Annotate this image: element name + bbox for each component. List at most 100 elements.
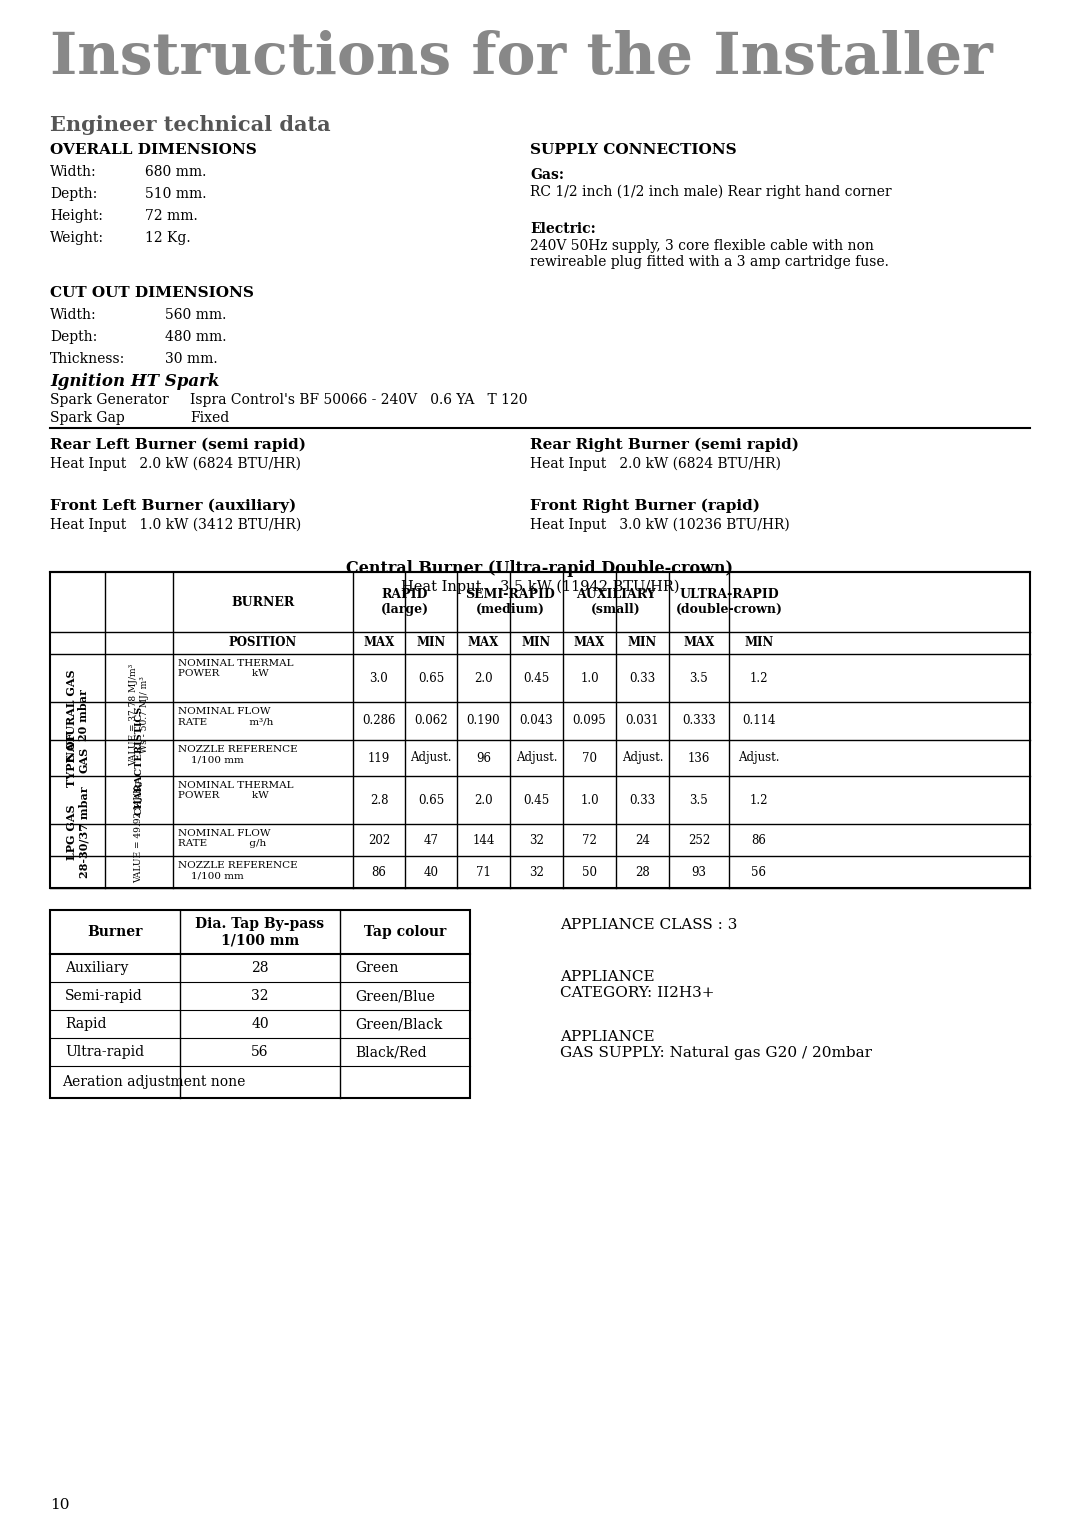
- Text: Green/Blue: Green/Blue: [355, 989, 435, 1002]
- Text: Heat Input   2.0 kW (6824 BTU/HR): Heat Input 2.0 kW (6824 BTU/HR): [50, 457, 301, 472]
- Text: Spark Generator: Spark Generator: [50, 393, 168, 406]
- Text: MAX: MAX: [684, 637, 715, 649]
- Text: Ignition HT Spark: Ignition HT Spark: [50, 373, 219, 390]
- Text: 3.0: 3.0: [369, 671, 389, 685]
- Text: 0.33: 0.33: [630, 671, 656, 685]
- Text: Green: Green: [355, 961, 399, 975]
- Text: Tap colour: Tap colour: [364, 924, 446, 940]
- Text: 2.8: 2.8: [369, 793, 388, 807]
- Text: Central Burner (Ultra-rapid Double-crown): Central Burner (Ultra-rapid Double-crown…: [347, 559, 733, 578]
- Text: POSITION: POSITION: [229, 637, 297, 649]
- Text: 252: 252: [688, 833, 711, 847]
- Text: 47: 47: [423, 833, 438, 847]
- Text: Thickness:: Thickness:: [50, 351, 125, 367]
- Text: Engineer technical data: Engineer technical data: [50, 115, 330, 134]
- Text: VALUE = 49.92 MJ/Kg: VALUE = 49.92 MJ/Kg: [135, 781, 144, 883]
- Text: Heat Input   2.0 kW (6824 BTU/HR): Heat Input 2.0 kW (6824 BTU/HR): [530, 457, 781, 472]
- Text: Weight:: Weight:: [50, 231, 104, 244]
- Text: Adjust.: Adjust.: [622, 752, 663, 764]
- Text: 0.062: 0.062: [415, 715, 448, 727]
- Text: Aeration adjustment none: Aeration adjustment none: [62, 1076, 245, 1089]
- Text: Dia. Tap By-pass
1/100 mm: Dia. Tap By-pass 1/100 mm: [195, 917, 325, 947]
- Text: 0.095: 0.095: [572, 715, 606, 727]
- Text: 56: 56: [252, 1045, 269, 1059]
- Text: 0.45: 0.45: [524, 793, 550, 807]
- Text: 144: 144: [472, 833, 495, 847]
- Text: 12 Kg.: 12 Kg.: [145, 231, 191, 244]
- Text: Depth:: Depth:: [50, 186, 97, 202]
- Text: VALUE = 37.78 MJ/m³
Ws - 50.7 MJ/ m³: VALUE = 37.78 MJ/m³ Ws - 50.7 MJ/ m³: [130, 663, 149, 766]
- Text: APPLIANCE CLASS : 3: APPLIANCE CLASS : 3: [561, 918, 738, 932]
- Text: 119: 119: [368, 752, 390, 764]
- Text: NOMINAL THERMAL
POWER          kW: NOMINAL THERMAL POWER kW: [178, 659, 294, 678]
- Text: 0.65: 0.65: [418, 793, 444, 807]
- Text: 202: 202: [368, 833, 390, 847]
- Text: NOZZLE REFERENCE
    1/100 mm: NOZZLE REFERENCE 1/100 mm: [178, 746, 298, 764]
- Text: Semi-rapid: Semi-rapid: [65, 989, 143, 1002]
- Text: TYPE OF
GAS: TYPE OF GAS: [66, 733, 90, 787]
- Text: Black/Red: Black/Red: [355, 1045, 427, 1059]
- Text: Rear Right Burner (semi rapid): Rear Right Burner (semi rapid): [530, 439, 799, 452]
- Text: 680 mm.: 680 mm.: [145, 165, 206, 179]
- Text: Electric:: Electric:: [530, 222, 596, 235]
- Text: 0.333: 0.333: [683, 715, 716, 727]
- Text: 0.65: 0.65: [418, 671, 444, 685]
- Text: 510 mm.: 510 mm.: [145, 186, 206, 202]
- Text: MIN: MIN: [417, 637, 446, 649]
- Text: 2.0: 2.0: [474, 793, 492, 807]
- Text: Auxiliary: Auxiliary: [65, 961, 129, 975]
- Text: 0.33: 0.33: [630, 793, 656, 807]
- Text: 72 mm.: 72 mm.: [145, 209, 198, 223]
- Text: Ispra Control's BF 50066 - 240V   0.6 YA   T 120: Ispra Control's BF 50066 - 240V 0.6 YA T…: [190, 393, 527, 406]
- Text: Fixed: Fixed: [190, 411, 229, 425]
- Text: 0.043: 0.043: [519, 715, 553, 727]
- Text: Adjust.: Adjust.: [410, 752, 451, 764]
- Text: 86: 86: [372, 865, 387, 879]
- Text: Height:: Height:: [50, 209, 103, 223]
- Text: 28: 28: [252, 961, 269, 975]
- Text: 24: 24: [635, 833, 650, 847]
- Text: CHARACTERISTICS: CHARACTERISTICS: [135, 706, 144, 814]
- Text: 40: 40: [423, 865, 438, 879]
- Text: 0.031: 0.031: [625, 715, 659, 727]
- Text: 3.5: 3.5: [690, 793, 708, 807]
- Text: 0.190: 0.190: [467, 715, 500, 727]
- Text: 2.0: 2.0: [474, 671, 492, 685]
- Text: 0.45: 0.45: [524, 671, 550, 685]
- Text: MAX: MAX: [573, 637, 605, 649]
- Text: Adjust.: Adjust.: [516, 752, 557, 764]
- Text: MIN: MIN: [744, 637, 773, 649]
- Text: Front Left Burner (auxiliary): Front Left Burner (auxiliary): [50, 500, 296, 513]
- Text: Rapid: Rapid: [65, 1018, 107, 1031]
- Text: 32: 32: [529, 865, 544, 879]
- Text: Ultra-rapid: Ultra-rapid: [65, 1045, 144, 1059]
- Text: RC 1/2 inch (1/2 inch male) Rear right hand corner: RC 1/2 inch (1/2 inch male) Rear right h…: [530, 185, 892, 199]
- Text: APPLIANCE
GAS SUPPLY: Natural gas G20 / 20mbar: APPLIANCE GAS SUPPLY: Natural gas G20 / …: [561, 1030, 872, 1060]
- Text: 86: 86: [752, 833, 767, 847]
- Text: LPG GAS
28-30/37 mbar: LPG GAS 28-30/37 mbar: [66, 787, 90, 877]
- Text: 3.5: 3.5: [690, 671, 708, 685]
- Text: 28: 28: [635, 865, 650, 879]
- Text: SUPPLY CONNECTIONS: SUPPLY CONNECTIONS: [530, 144, 737, 157]
- Text: APPLIANCE
CATEGORY: II2H3+: APPLIANCE CATEGORY: II2H3+: [561, 970, 715, 1001]
- Text: NATURAL GAS
20 mbar: NATURAL GAS 20 mbar: [66, 669, 90, 761]
- Text: AUXILIARY
(small): AUXILIARY (small): [576, 588, 656, 616]
- Text: Green/Black: Green/Black: [355, 1018, 443, 1031]
- Text: 480 mm.: 480 mm.: [165, 330, 227, 344]
- Text: RAPID
(large): RAPID (large): [381, 588, 429, 616]
- Text: OVERALL DIMENSIONS: OVERALL DIMENSIONS: [50, 144, 257, 157]
- Text: NOZZLE REFERENCE
    1/100 mm: NOZZLE REFERENCE 1/100 mm: [178, 860, 298, 880]
- Text: 32: 32: [252, 989, 269, 1002]
- Text: 56: 56: [752, 865, 767, 879]
- Text: 50: 50: [582, 865, 597, 879]
- Text: Spark Gap: Spark Gap: [50, 411, 125, 425]
- Text: 1.2: 1.2: [750, 671, 768, 685]
- Text: 136: 136: [688, 752, 711, 764]
- Text: MIN: MIN: [522, 637, 551, 649]
- Text: NOMINAL THERMAL
POWER          kW: NOMINAL THERMAL POWER kW: [178, 781, 294, 801]
- Text: CUT OUT DIMENSIONS: CUT OUT DIMENSIONS: [50, 286, 254, 299]
- Text: 240V 50Hz supply, 3 core flexible cable with non
rewireable plug fitted with a 3: 240V 50Hz supply, 3 core flexible cable …: [530, 238, 889, 269]
- Text: Heat Input   1.0 kW (3412 BTU/HR): Heat Input 1.0 kW (3412 BTU/HR): [50, 518, 301, 532]
- Text: 72: 72: [582, 833, 597, 847]
- Text: 0.114: 0.114: [742, 715, 775, 727]
